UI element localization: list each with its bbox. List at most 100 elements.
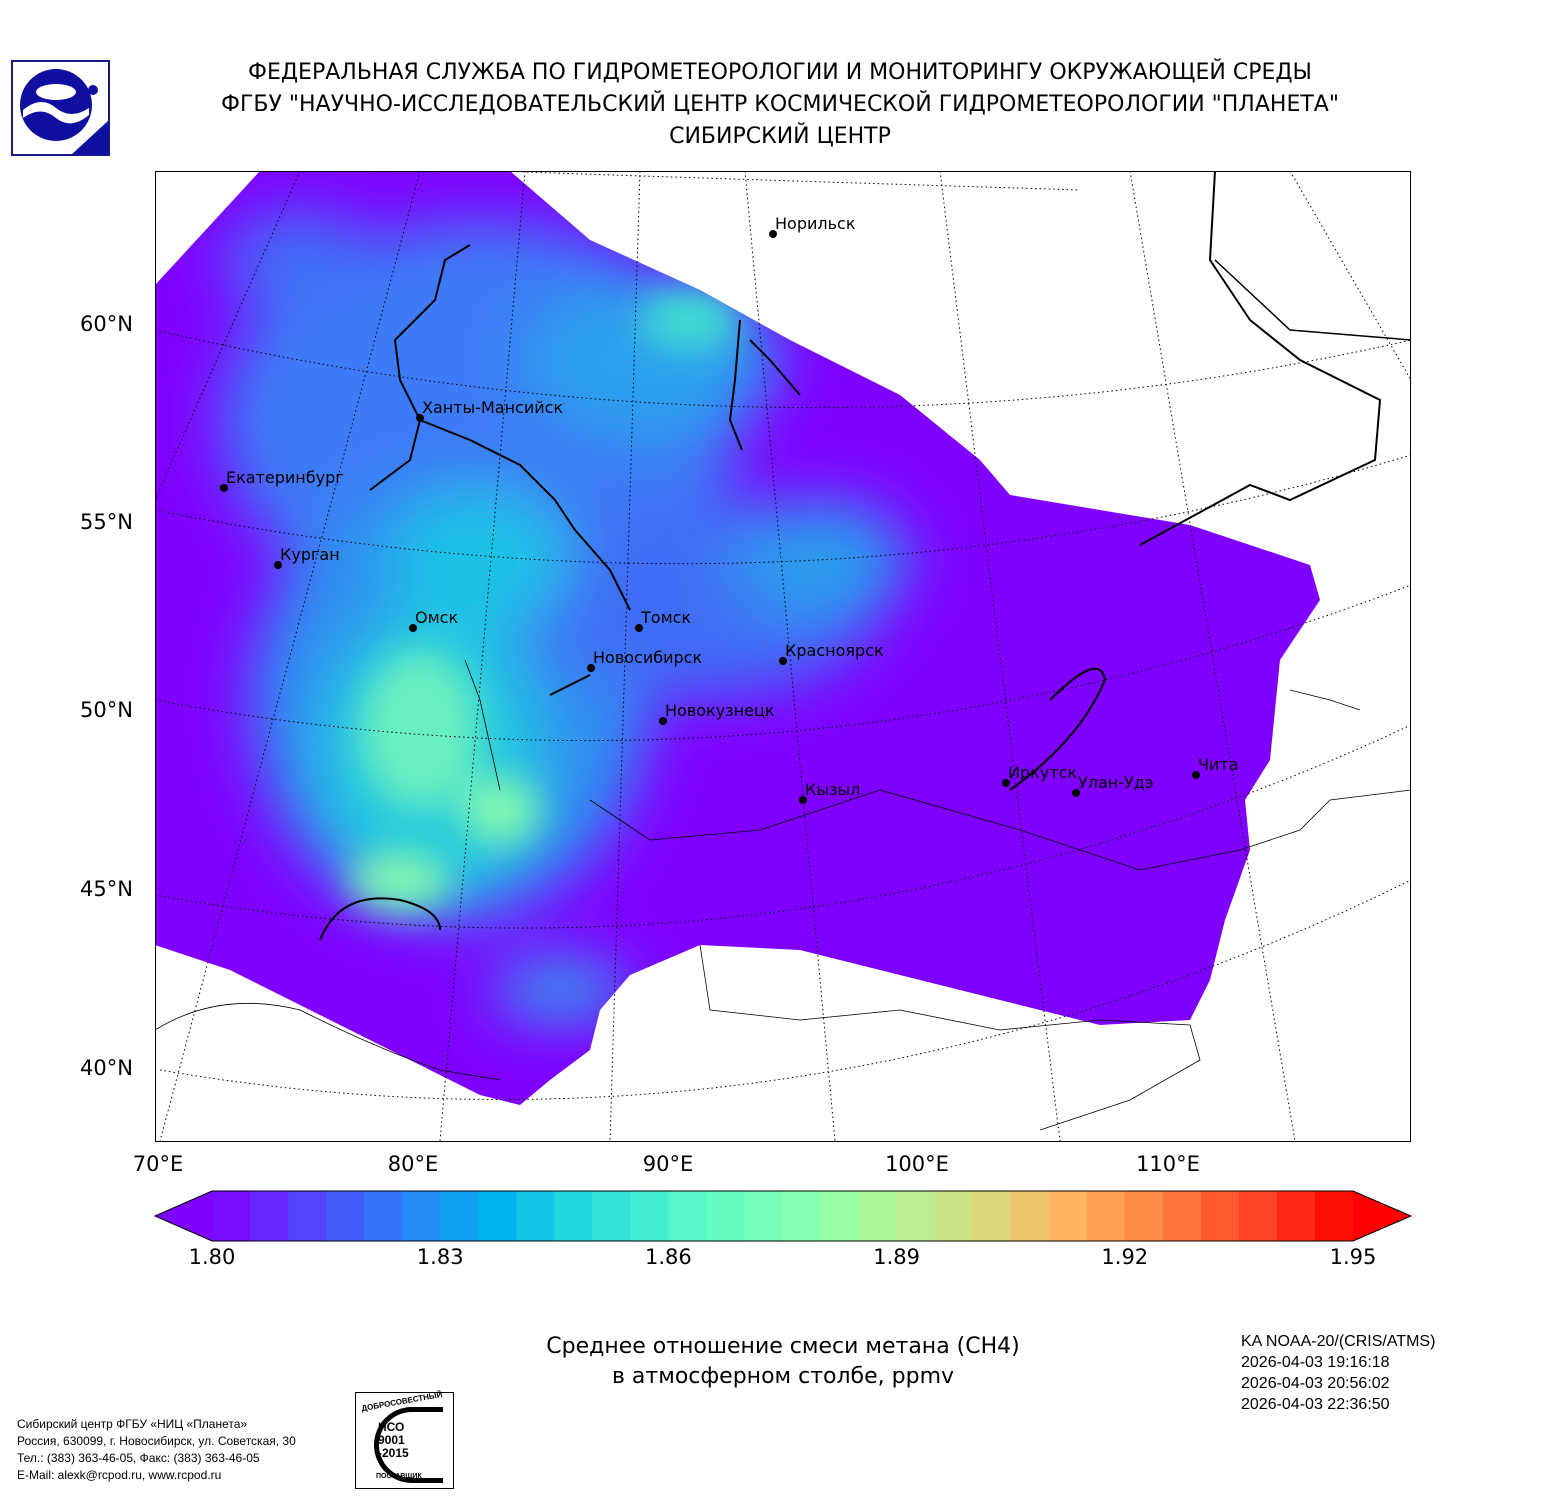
footer-line: Россия, 630099, г. Новосибирск, ул. Сове… bbox=[17, 1434, 296, 1448]
colorbar-segment bbox=[1086, 1191, 1126, 1241]
colorbar-segment bbox=[1314, 1191, 1354, 1241]
colorbar-segment bbox=[1162, 1191, 1202, 1241]
city-label: Чита bbox=[1198, 755, 1239, 774]
colorbar-segment bbox=[516, 1191, 555, 1241]
city-marker bbox=[779, 657, 787, 665]
colorbar-segment bbox=[934, 1191, 974, 1241]
city-markers bbox=[220, 230, 1200, 804]
city-marker bbox=[635, 624, 643, 632]
colorbar-segment bbox=[212, 1191, 251, 1241]
colorbar-tick-label: 1.86 bbox=[645, 1245, 692, 1269]
city-marker bbox=[409, 624, 417, 632]
colorbar-segment bbox=[440, 1191, 479, 1241]
pass-time: 2026-04-03 19:16:18 bbox=[1241, 1354, 1390, 1371]
colorbar-segment bbox=[820, 1191, 860, 1241]
iso-bottom: ПОСТАВЩИК bbox=[376, 1473, 422, 1480]
city-label: Томск bbox=[641, 608, 692, 627]
iso-text: 9001 bbox=[378, 1433, 405, 1447]
lon-label: 110°E bbox=[1136, 1152, 1200, 1176]
pass-time: 2026-04-03 22:36:50 bbox=[1241, 1396, 1390, 1413]
header-line-1: ФЕДЕРАЛЬНАЯ СЛУЖБА ПО ГИДРОМЕТЕОРОЛОГИИ … bbox=[248, 60, 1312, 85]
lat-label: 45°N bbox=[80, 877, 133, 901]
city-marker bbox=[1002, 779, 1010, 787]
colorbar-segment bbox=[668, 1191, 708, 1241]
colorbar-segment bbox=[858, 1191, 898, 1241]
city-marker bbox=[659, 717, 667, 725]
lon-label: 100°E bbox=[885, 1152, 949, 1176]
colorbar-segment bbox=[896, 1191, 936, 1241]
planeta-logo bbox=[11, 60, 110, 156]
caption-line-2: в атмосферном столбе, ppmv bbox=[611, 1364, 955, 1389]
colorbar-segment bbox=[1238, 1191, 1278, 1241]
city-marker bbox=[274, 561, 282, 569]
footer-line: Сибирский центр ФГБУ «НИЦ «Планета» bbox=[17, 1417, 248, 1431]
city-label: Красноярск bbox=[785, 641, 884, 660]
colorbar-segment bbox=[744, 1191, 784, 1241]
graticule bbox=[155, 171, 1411, 1142]
iso-text: ИСО bbox=[378, 1420, 405, 1434]
iso-badge: ДОБРОСОВЕСТНЫЙ ИСО 9001 -2015 ПОСТАВЩИК bbox=[355, 1390, 454, 1489]
lat-label: 50°N bbox=[80, 698, 133, 722]
map-frame bbox=[155, 171, 1411, 1142]
colorbar-segment bbox=[782, 1191, 822, 1241]
methane-field bbox=[155, 171, 1320, 1105]
city-label: Омск bbox=[415, 608, 459, 627]
caption-line-1: Среднее отношение смеси метана (CH4) bbox=[546, 1334, 1020, 1359]
colorbar-tick-label: 1.80 bbox=[188, 1245, 236, 1269]
satellite-name: KA NOAA-20/(CRIS/ATMS) bbox=[1241, 1333, 1436, 1350]
city-marker bbox=[769, 230, 777, 238]
footer-line: Тел.: (383) 363-46-05, Факс: (383) 363-4… bbox=[17, 1451, 260, 1465]
colorbar-segment bbox=[554, 1191, 593, 1241]
lat-label: 40°N bbox=[80, 1056, 133, 1080]
city-marker bbox=[799, 796, 807, 804]
city-marker bbox=[416, 414, 424, 422]
city-label: Иркутск bbox=[1008, 763, 1078, 782]
lon-label: 80°E bbox=[387, 1152, 439, 1176]
colorbar-tick-label: 1.92 bbox=[1101, 1245, 1149, 1269]
colorbar-segment bbox=[288, 1191, 327, 1241]
colorbar bbox=[153, 1190, 1413, 1242]
city-label: Норильск bbox=[775, 214, 856, 233]
city-marker bbox=[1192, 771, 1200, 779]
methane-map bbox=[155, 171, 1411, 1142]
colorbar-segment bbox=[706, 1191, 746, 1241]
colorbar-segment bbox=[1010, 1191, 1050, 1241]
colorbar-extend-min bbox=[155, 1191, 212, 1241]
colorbar-outline bbox=[153, 1190, 1413, 1242]
lon-label: 90°E bbox=[642, 1152, 694, 1176]
header-line-3: СИБИРСКИЙ ЦЕНТР bbox=[669, 124, 891, 149]
colorbar-tick-label: 1.83 bbox=[416, 1245, 464, 1269]
city-label: Улан-Удэ bbox=[1078, 773, 1154, 792]
header-line-2: ФГБУ "НАУЧНО-ИССЛЕДОВАТЕЛЬСКИЙ ЦЕНТР КОС… bbox=[221, 92, 1339, 117]
lon-label: 70°E bbox=[132, 1152, 184, 1176]
colorbar-segment bbox=[402, 1191, 441, 1241]
colorbar-tick-label: 1.89 bbox=[873, 1245, 920, 1269]
colorbar-extend-max bbox=[1353, 1191, 1411, 1241]
colorbar-segment bbox=[630, 1191, 669, 1241]
colorbar-segment bbox=[1200, 1191, 1240, 1241]
colorbar-segment bbox=[1124, 1191, 1164, 1241]
city-label: Курган bbox=[280, 545, 340, 564]
footer-line: E-Mail: alexk@rcpod.ru, www.rcpod.ru bbox=[17, 1468, 222, 1482]
city-label: Ханты-Мансийск bbox=[422, 398, 564, 417]
pass-time: 2026-04-03 20:56:02 bbox=[1241, 1375, 1390, 1392]
colorbar-segment bbox=[1048, 1191, 1088, 1241]
lat-label: 55°N bbox=[80, 510, 133, 534]
city-marker bbox=[1072, 789, 1080, 797]
city-label: Новокузнецк bbox=[665, 701, 775, 720]
borders bbox=[155, 659, 1411, 1131]
city-label: Екатеринбург bbox=[226, 468, 344, 487]
colorbar-segment bbox=[1276, 1191, 1316, 1241]
rivers-and-lakes bbox=[319, 171, 1411, 941]
city-label: Кызыл bbox=[805, 780, 861, 799]
city-marker bbox=[587, 664, 595, 672]
city-marker bbox=[220, 484, 228, 492]
lat-label: 60°N bbox=[80, 312, 133, 336]
iso-text: -2015 bbox=[378, 1446, 409, 1460]
colorbar-segment bbox=[364, 1191, 403, 1241]
colorbar-segment bbox=[326, 1191, 365, 1241]
colorbar-segment bbox=[972, 1191, 1012, 1241]
colorbar-segment bbox=[592, 1191, 631, 1241]
colorbar-segment bbox=[250, 1191, 289, 1241]
